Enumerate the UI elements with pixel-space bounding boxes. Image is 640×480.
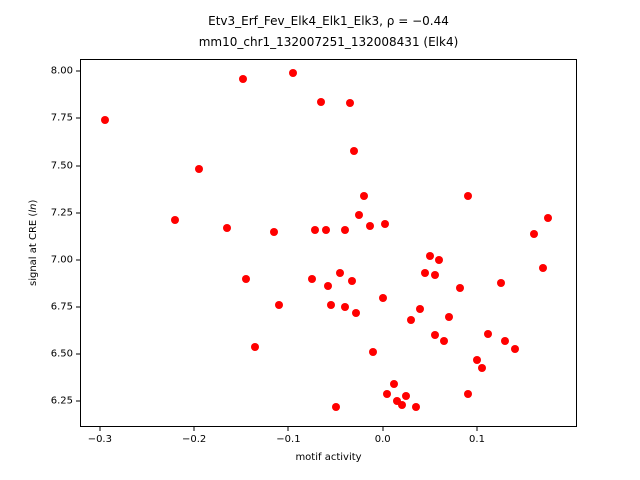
- y-tick-label: 8.00: [50, 65, 73, 77]
- data-point: [350, 146, 359, 155]
- x-tick-label: 0.0: [374, 434, 391, 445]
- data-point: [435, 255, 444, 264]
- data-point: [463, 389, 472, 398]
- data-point: [345, 99, 354, 108]
- x-tick-mark: [287, 426, 289, 431]
- data-point: [366, 222, 375, 231]
- data-point: [416, 305, 425, 314]
- data-point: [322, 225, 331, 234]
- data-point: [100, 116, 109, 125]
- x-tick-mark: [193, 426, 195, 431]
- y-tick-label: 7.75: [50, 112, 73, 124]
- data-point: [421, 269, 430, 278]
- chart-title-line1: Etv3_Erf_Fev_Elk4_Elk1_Elk3, ρ = −0.44: [208, 14, 449, 28]
- data-point: [456, 284, 465, 293]
- data-point: [171, 216, 180, 225]
- data-point: [352, 308, 361, 317]
- x-tick-mark: [99, 426, 101, 431]
- data-point: [270, 227, 279, 236]
- data-point: [369, 348, 378, 357]
- data-point: [463, 191, 472, 200]
- y-tick-mark: [76, 353, 81, 355]
- y-tick-label: 6.50: [50, 348, 73, 360]
- x-tick-label: 0.1: [469, 434, 485, 445]
- data-point: [341, 225, 349, 234]
- data-point: [289, 69, 298, 78]
- y-tick-mark: [76, 212, 81, 214]
- y-tick-label: 7.25: [50, 207, 73, 219]
- y-axis-label-pre: signal at CRE (: [28, 212, 39, 287]
- y-axis-label-italic: ln: [28, 203, 39, 213]
- data-point: [380, 220, 389, 229]
- data-point: [336, 269, 345, 278]
- data-point: [477, 363, 486, 372]
- data-point: [430, 271, 439, 280]
- data-point: [402, 391, 411, 400]
- data-point: [440, 337, 448, 346]
- y-tick-mark: [76, 400, 81, 402]
- x-tick-label: −0.3: [87, 434, 112, 445]
- y-tick-mark: [76, 165, 81, 167]
- data-point: [378, 293, 387, 302]
- x-tick-mark: [476, 426, 478, 431]
- data-point: [496, 278, 505, 287]
- chart-title-line2: mm10_chr1_132007251_132008431 (Elk4): [198, 35, 459, 49]
- data-point: [397, 401, 406, 410]
- data-point: [341, 303, 349, 312]
- data-point: [411, 403, 420, 412]
- data-point: [539, 263, 547, 272]
- data-point: [473, 355, 481, 364]
- data-point: [359, 191, 368, 200]
- y-tick-mark: [76, 117, 81, 119]
- data-point: [529, 229, 538, 238]
- data-point: [430, 331, 439, 340]
- data-point: [308, 274, 316, 283]
- data-point: [324, 282, 333, 291]
- data-point: [317, 97, 326, 106]
- y-tick-mark: [76, 306, 81, 308]
- data-point: [425, 252, 434, 261]
- data-point: [392, 397, 401, 406]
- y-tick-label: 6.25: [50, 395, 73, 407]
- data-point: [444, 312, 453, 321]
- y-axis-label-post: ): [28, 199, 39, 204]
- data-point: [194, 165, 203, 174]
- y-tick-mark: [76, 259, 81, 261]
- y-tick-mark: [76, 70, 81, 72]
- x-tick-label: −0.2: [181, 434, 207, 445]
- x-axis-label: motif activity: [295, 452, 362, 463]
- data-point: [355, 210, 364, 219]
- y-tick-label: 7.00: [50, 254, 73, 266]
- data-point: [383, 389, 392, 398]
- data-point: [331, 403, 340, 412]
- y-tick-label: 7.50: [50, 160, 73, 172]
- data-point: [326, 301, 335, 310]
- data-point: [543, 214, 552, 223]
- data-point: [239, 74, 248, 83]
- plot-area: −0.3 −0.2 −0.1 0.0 0.1 6.25 6.50 6.75 7.00 7.25 7.…: [51, 59, 577, 445]
- y-axis-label: signal at CRE (ln): [28, 59, 42, 427]
- data-point: [510, 344, 519, 353]
- data-point: [251, 342, 260, 351]
- data-point: [223, 223, 232, 232]
- data-point: [407, 316, 415, 325]
- data-point: [275, 301, 283, 310]
- data-point: [501, 337, 510, 346]
- x-tick-mark: [382, 426, 384, 431]
- data-point: [347, 276, 356, 285]
- data-point: [484, 329, 493, 338]
- x-tick-label: −0.1: [276, 434, 301, 445]
- data-point: [390, 380, 399, 389]
- y-tick-label: 6.75: [50, 301, 73, 313]
- data-point: [242, 274, 250, 283]
- data-point: [310, 225, 319, 234]
